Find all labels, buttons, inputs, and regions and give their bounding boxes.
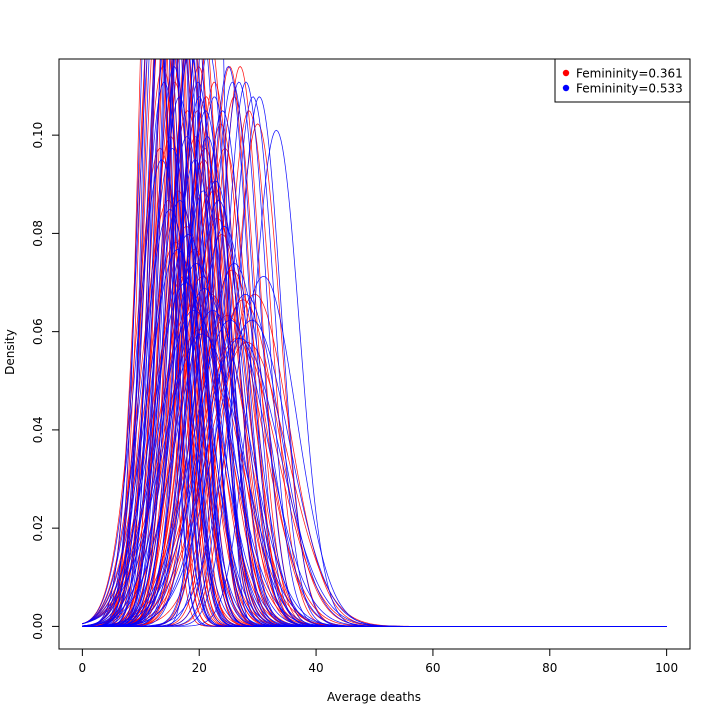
x-tick-label: 100 xyxy=(655,661,678,675)
y-tick-label: 0.02 xyxy=(31,515,45,542)
curves-layer xyxy=(82,59,667,627)
y-tick-label: 0.06 xyxy=(31,318,45,345)
x-tick-label: 80 xyxy=(542,661,557,675)
legend: Femininity=0.361 Femininity=0.533 xyxy=(554,58,691,103)
legend-label-blue: Femininity=0.533 xyxy=(576,82,683,96)
x-tick-label: 60 xyxy=(425,661,440,675)
x-axis: 0 20 40 60 80 100 xyxy=(79,648,678,675)
y-axis: 0.00 0.02 0.04 0.06 0.08 0.10 xyxy=(31,122,60,640)
y-tick-label: 0.00 xyxy=(31,613,45,640)
x-tick-label: 20 xyxy=(192,661,207,675)
x-tick-label: 0 xyxy=(79,661,87,675)
y-tick-label: 0.08 xyxy=(31,220,45,247)
density-curve xyxy=(82,276,667,627)
x-axis-label: Average deaths xyxy=(327,690,421,704)
legend-box xyxy=(554,58,691,103)
legend-label-red: Femininity=0.361 xyxy=(576,67,683,81)
y-tick-label: 0.10 xyxy=(31,122,45,149)
y-tick-label: 0.04 xyxy=(31,417,45,444)
x-tick-label: 40 xyxy=(308,661,323,675)
series-blue xyxy=(82,59,667,627)
legend-marker-blue xyxy=(562,84,570,92)
y-axis-label: Density xyxy=(3,329,17,375)
legend-marker-red xyxy=(562,69,570,77)
